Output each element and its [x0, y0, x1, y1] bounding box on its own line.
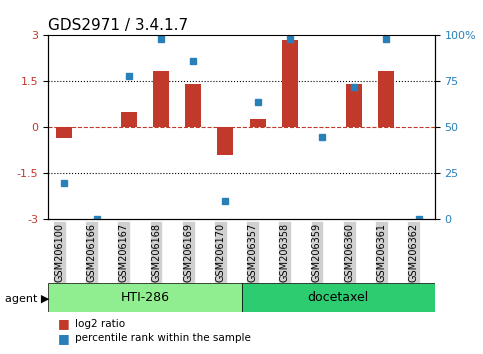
Text: GSM206358: GSM206358 [280, 223, 290, 282]
Text: GSM206360: GSM206360 [344, 223, 354, 282]
Text: GSM206357: GSM206357 [248, 223, 257, 282]
Bar [346, 85, 362, 127]
Text: agent ▶: agent ▶ [5, 294, 49, 304]
FancyBboxPatch shape [48, 283, 242, 312]
Text: HTI-286: HTI-286 [120, 291, 170, 304]
Bar [153, 71, 169, 127]
Bar [121, 112, 137, 127]
Text: GSM206168: GSM206168 [151, 223, 161, 282]
Text: GSM206166: GSM206166 [86, 223, 97, 282]
Text: docetaxel: docetaxel [308, 291, 369, 304]
Text: percentile rank within the sample: percentile rank within the sample [75, 333, 251, 343]
Text: log2 ratio: log2 ratio [75, 319, 125, 329]
Text: ■: ■ [58, 318, 70, 330]
Text: GSM206169: GSM206169 [183, 223, 193, 282]
Text: GSM206359: GSM206359 [312, 223, 322, 282]
Text: GSM206167: GSM206167 [119, 223, 129, 282]
Bar [217, 127, 233, 155]
Bar [57, 127, 72, 138]
Text: GSM206100: GSM206100 [55, 223, 64, 282]
Bar [378, 71, 395, 127]
Text: ■: ■ [58, 332, 70, 344]
FancyBboxPatch shape [242, 283, 435, 312]
Bar [282, 40, 298, 127]
Text: GDS2971 / 3.4.1.7: GDS2971 / 3.4.1.7 [48, 18, 188, 33]
Bar [250, 119, 266, 127]
Bar [185, 85, 201, 127]
Text: GSM206361: GSM206361 [376, 223, 386, 282]
Text: GSM206170: GSM206170 [215, 223, 226, 282]
Text: GSM206362: GSM206362 [409, 223, 419, 282]
